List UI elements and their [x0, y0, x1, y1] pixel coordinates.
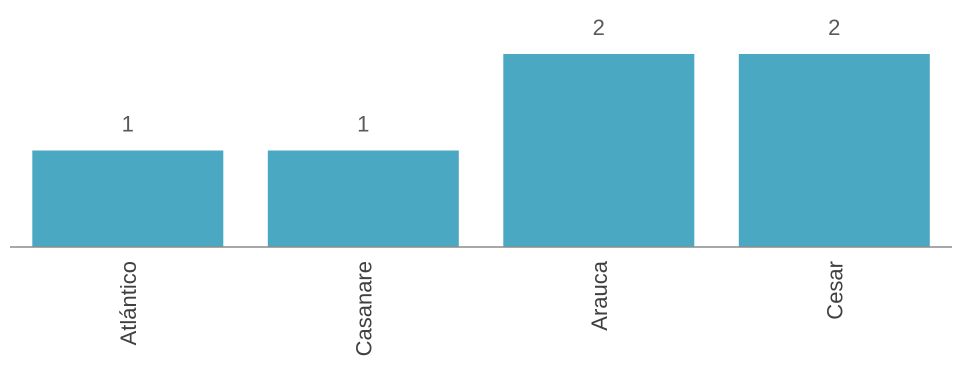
bar-1	[267, 150, 459, 247]
tick-label-2: Arauca	[587, 260, 612, 330]
data-label-0: 1	[122, 112, 134, 137]
data-label-2: 2	[593, 15, 605, 40]
bar-2	[503, 54, 695, 247]
tick-label-0: Atlántico	[116, 261, 141, 345]
tick-label-3: Cesar	[822, 261, 847, 320]
bars-group	[32, 54, 930, 247]
bar-3	[738, 54, 930, 247]
bar-0	[32, 150, 224, 247]
data-labels-group: 1 1 2 2	[122, 15, 841, 137]
data-label-3: 2	[828, 15, 840, 40]
data-label-1: 1	[357, 112, 369, 137]
tick-label-1: Casanare	[351, 261, 376, 356]
tick-labels-group: Atlántico Casanare Arauca Cesar	[116, 260, 847, 356]
